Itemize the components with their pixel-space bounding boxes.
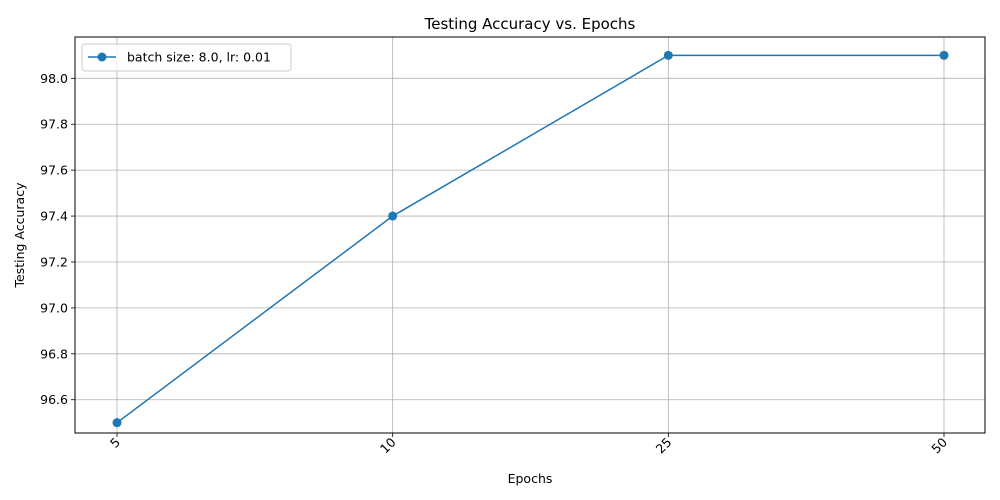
y-axis-title: Testing Accuracy (12, 182, 27, 289)
x-tick-label: 5 (107, 435, 123, 451)
legend: batch size: 8.0, lr: 0.01 (81, 43, 292, 72)
axis-ticks: 5 10 25 50 96.6 96.8 97.0 97.2 97.4 97.6 97.8 98.0 (40, 71, 950, 457)
legend-box (81, 43, 292, 72)
x-tick-label: 50 (928, 434, 950, 456)
legend-marker-swatch (97, 52, 107, 62)
y-tick-label: 97.8 (40, 117, 68, 132)
data-point (388, 211, 398, 221)
x-tick-label: 25 (653, 435, 675, 457)
y-tick-label: 96.6 (40, 392, 68, 407)
series-points (112, 50, 949, 428)
grid (75, 37, 985, 433)
plot-frame (74, 36, 986, 434)
y-tick-label: 97.2 (40, 254, 68, 269)
data-point (939, 50, 949, 60)
x-tick-label: 10 (377, 434, 399, 456)
y-tick-label: 97.4 (40, 209, 68, 224)
series-lines (116, 54, 944, 424)
legend-label: batch size: 8.0, lr: 0.01 (127, 50, 271, 65)
series-line (116, 54, 944, 424)
data-point (112, 418, 122, 428)
data-point (663, 50, 673, 60)
chart-title: Testing Accuracy vs. Epochs (424, 15, 636, 33)
y-tick-label: 97.0 (40, 300, 68, 315)
y-tick-label: 97.6 (40, 163, 68, 178)
x-axis-title: Epochs (508, 471, 553, 486)
y-tick-label: 96.8 (40, 346, 68, 361)
y-tick-label: 98.0 (40, 71, 68, 86)
